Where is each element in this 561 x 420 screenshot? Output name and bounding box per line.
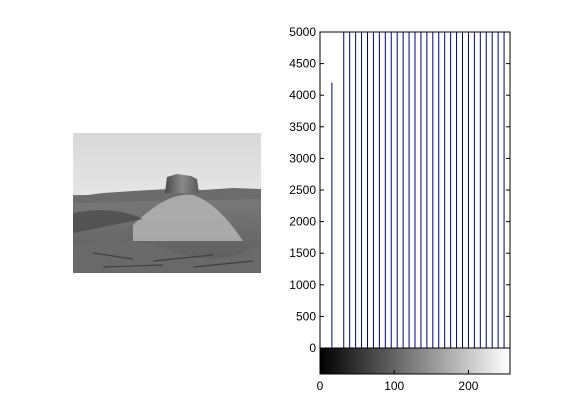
y-tick-label: 1500 (289, 246, 316, 260)
grayscale-colorbar (319, 347, 511, 375)
x-tick-label: 100 (384, 379, 404, 393)
y-tick-label: 4500 (289, 57, 316, 71)
y-tick-label: 500 (296, 309, 316, 323)
y-tick-label: 1000 (289, 278, 316, 292)
shadow-area (73, 210, 143, 233)
y-tick-label: 2000 (289, 215, 316, 229)
y-tick-label: 3500 (289, 120, 316, 134)
x-tick-label: 0 (317, 379, 324, 393)
y-tick-label: 3000 (289, 151, 316, 165)
y-tick-label: 0 (309, 341, 316, 355)
y-tick-label: 5000 (289, 25, 316, 39)
x-axis-ticks: 0 100 200 (317, 370, 479, 393)
y-axis-ticks: 0 500 1000 1500 2000 2500 3000 3500 4000 4500 5000 (289, 25, 510, 355)
grayscale-photo (73, 133, 261, 273)
histogram-stems (331, 32, 505, 348)
sand-slope (133, 194, 243, 241)
horizon-ridge (73, 188, 261, 203)
x-tick-label: 200 (458, 379, 478, 393)
terrain-texture (92, 252, 254, 268)
y-tick-label: 2500 (289, 183, 316, 197)
butte-rock (165, 174, 199, 193)
y-tick-label: 4000 (289, 88, 316, 102)
